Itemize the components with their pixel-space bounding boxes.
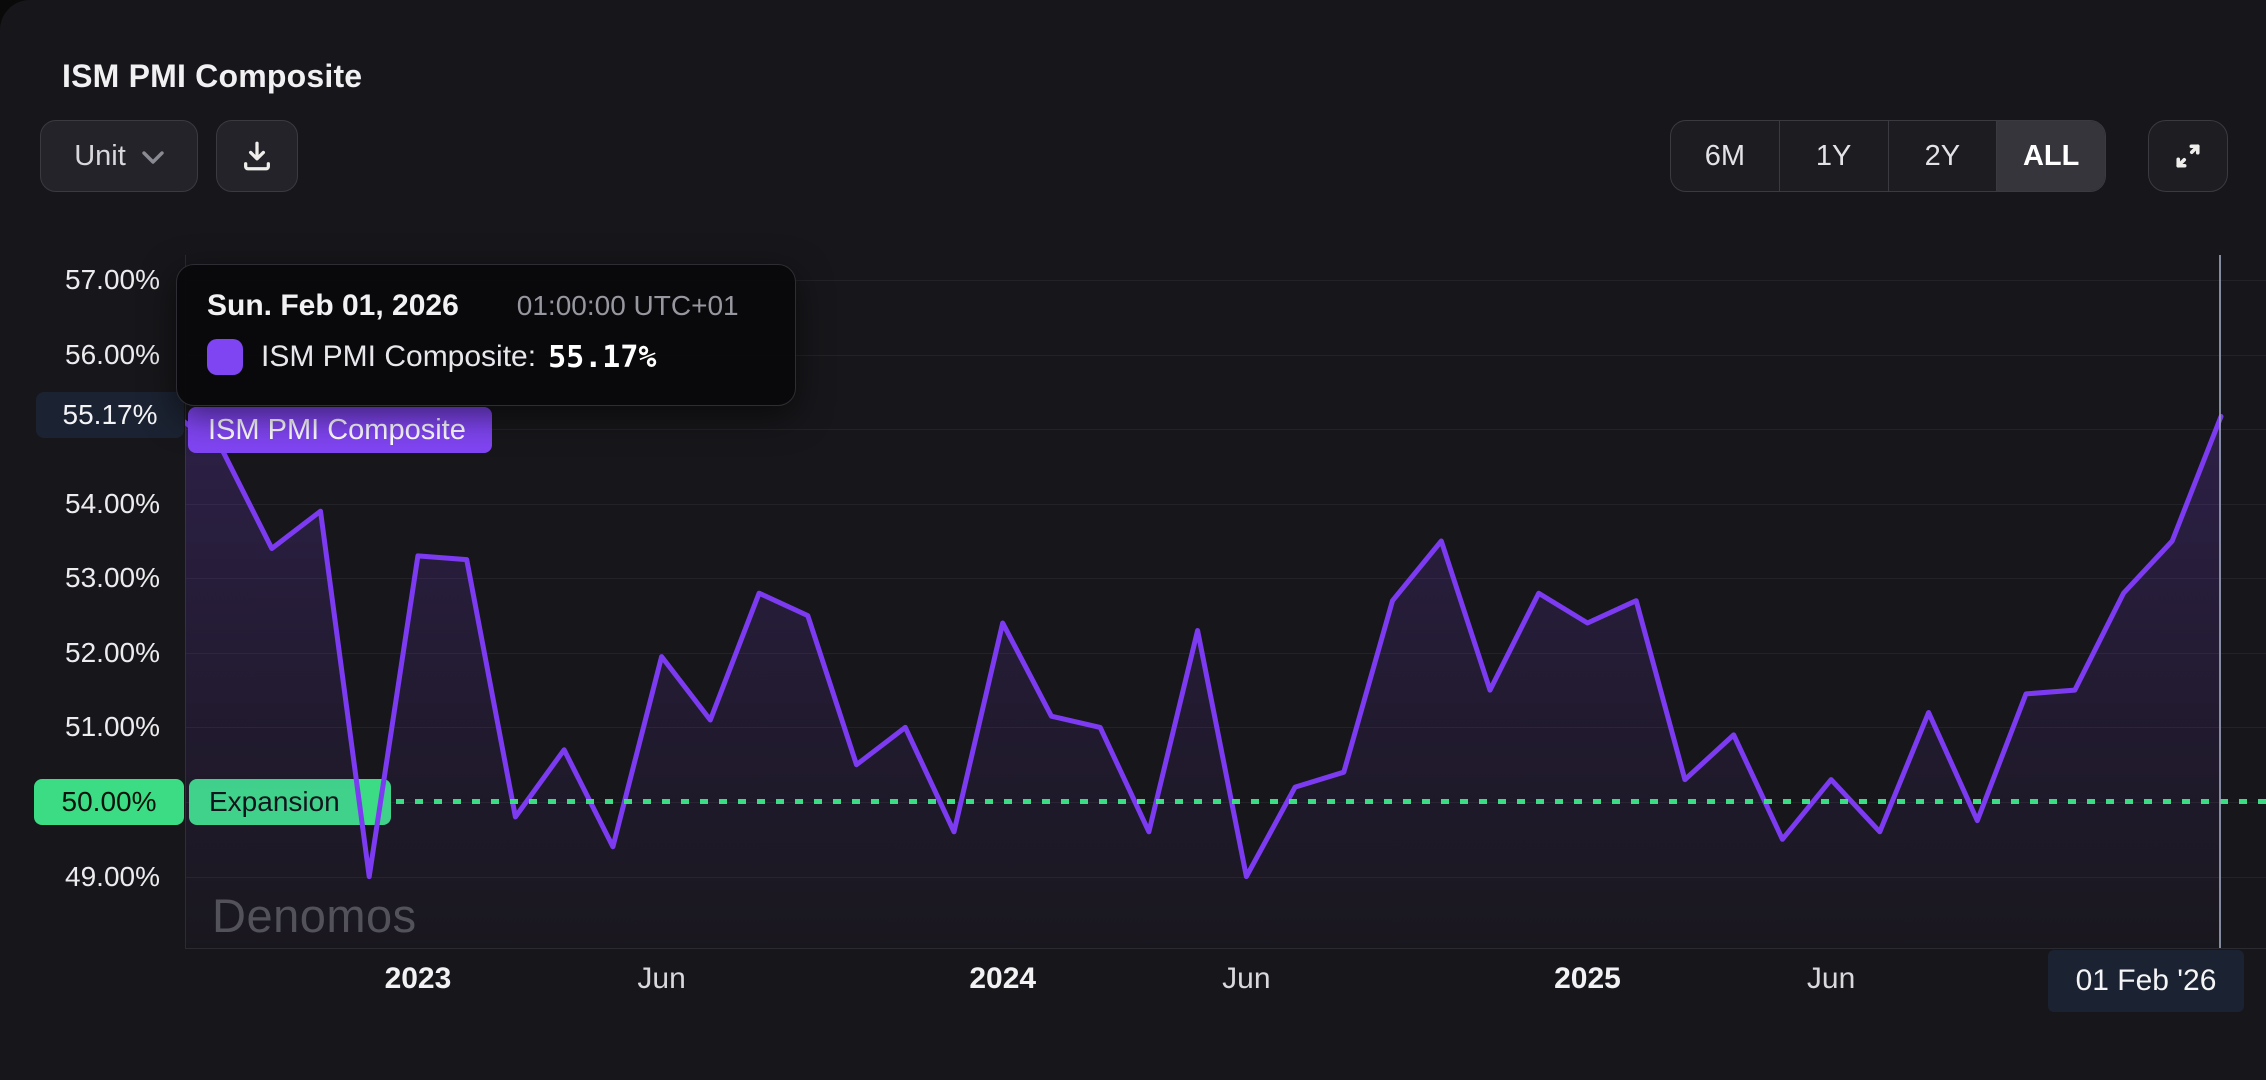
gridline: [185, 280, 2266, 281]
y-axis-label: 53.00%: [65, 562, 160, 594]
range-selector: 6M 1Y 2Y ALL: [1670, 120, 2106, 192]
gridline: [185, 429, 2266, 431]
last-value-axis-badge: 55.17%: [36, 392, 184, 438]
range-button-1y[interactable]: 1Y: [1780, 121, 1889, 191]
gridline: [185, 503, 2266, 505]
tooltip-series-label: ISM PMI Composite:: [261, 340, 537, 373]
unit-dropdown-label: Unit: [74, 139, 126, 172]
y-axis-label: 52.00%: [65, 636, 160, 668]
x-axis-label: 2024: [969, 962, 1037, 995]
gridline: [185, 578, 2266, 580]
gridline: [185, 652, 2266, 654]
series-line: [185, 414, 2224, 880]
gridline: [185, 727, 2266, 729]
x-axis-label: 2023: [384, 962, 452, 995]
chevron-down-icon: [142, 147, 164, 165]
download-button[interactable]: [216, 120, 298, 192]
y-axis-label: 54.00%: [65, 487, 160, 519]
expansion-threshold-line: [396, 799, 2266, 804]
x-axis-label: Jun: [1806, 962, 1856, 995]
expand-icon: [2170, 138, 2206, 174]
expansion-axis-badge: 50.00%: [34, 779, 184, 825]
tooltip-series-value: 55.17%: [548, 339, 657, 375]
x-axis-label: Jun: [1222, 962, 1271, 995]
x-axis-line: [185, 948, 2266, 949]
range-button-all[interactable]: ALL: [1997, 121, 2105, 191]
crosshair-date-badge: 01 Feb '26: [2048, 950, 2244, 1012]
x-axis-label: Jun: [637, 962, 686, 995]
page-title: ISM PMI Composite: [62, 58, 363, 94]
tooltip-time: 01:00:00 UTC+01: [516, 290, 739, 321]
series-color-swatch: [207, 339, 243, 375]
watermark: Denomos: [212, 889, 417, 942]
series-name-badge[interactable]: ISM PMI Composite: [188, 407, 492, 453]
y-axis-label: 56.00%: [65, 338, 160, 370]
y-axis-label: 57.00%: [65, 264, 160, 295]
range-button-2y[interactable]: 2Y: [1889, 121, 1998, 191]
range-button-6m[interactable]: 6M: [1671, 121, 1780, 191]
series-area-fill: [185, 416, 2221, 948]
unit-dropdown[interactable]: Unit: [40, 120, 198, 192]
chart-tooltip: Sun. Feb 01, 2026 01:00:00 UTC+01 ISM PM…: [176, 264, 796, 406]
download-icon: [240, 139, 274, 173]
y-axis-label: 51.00%: [65, 711, 160, 743]
y-axis-label: 49.00%: [65, 860, 160, 892]
crosshair-line: [2218, 255, 2221, 948]
gridline: [185, 354, 2266, 356]
tooltip-date: Sun. Feb 01, 2026: [207, 289, 459, 322]
x-axis-label: 2025: [1554, 962, 1621, 995]
fullscreen-button[interactable]: [2148, 120, 2228, 192]
